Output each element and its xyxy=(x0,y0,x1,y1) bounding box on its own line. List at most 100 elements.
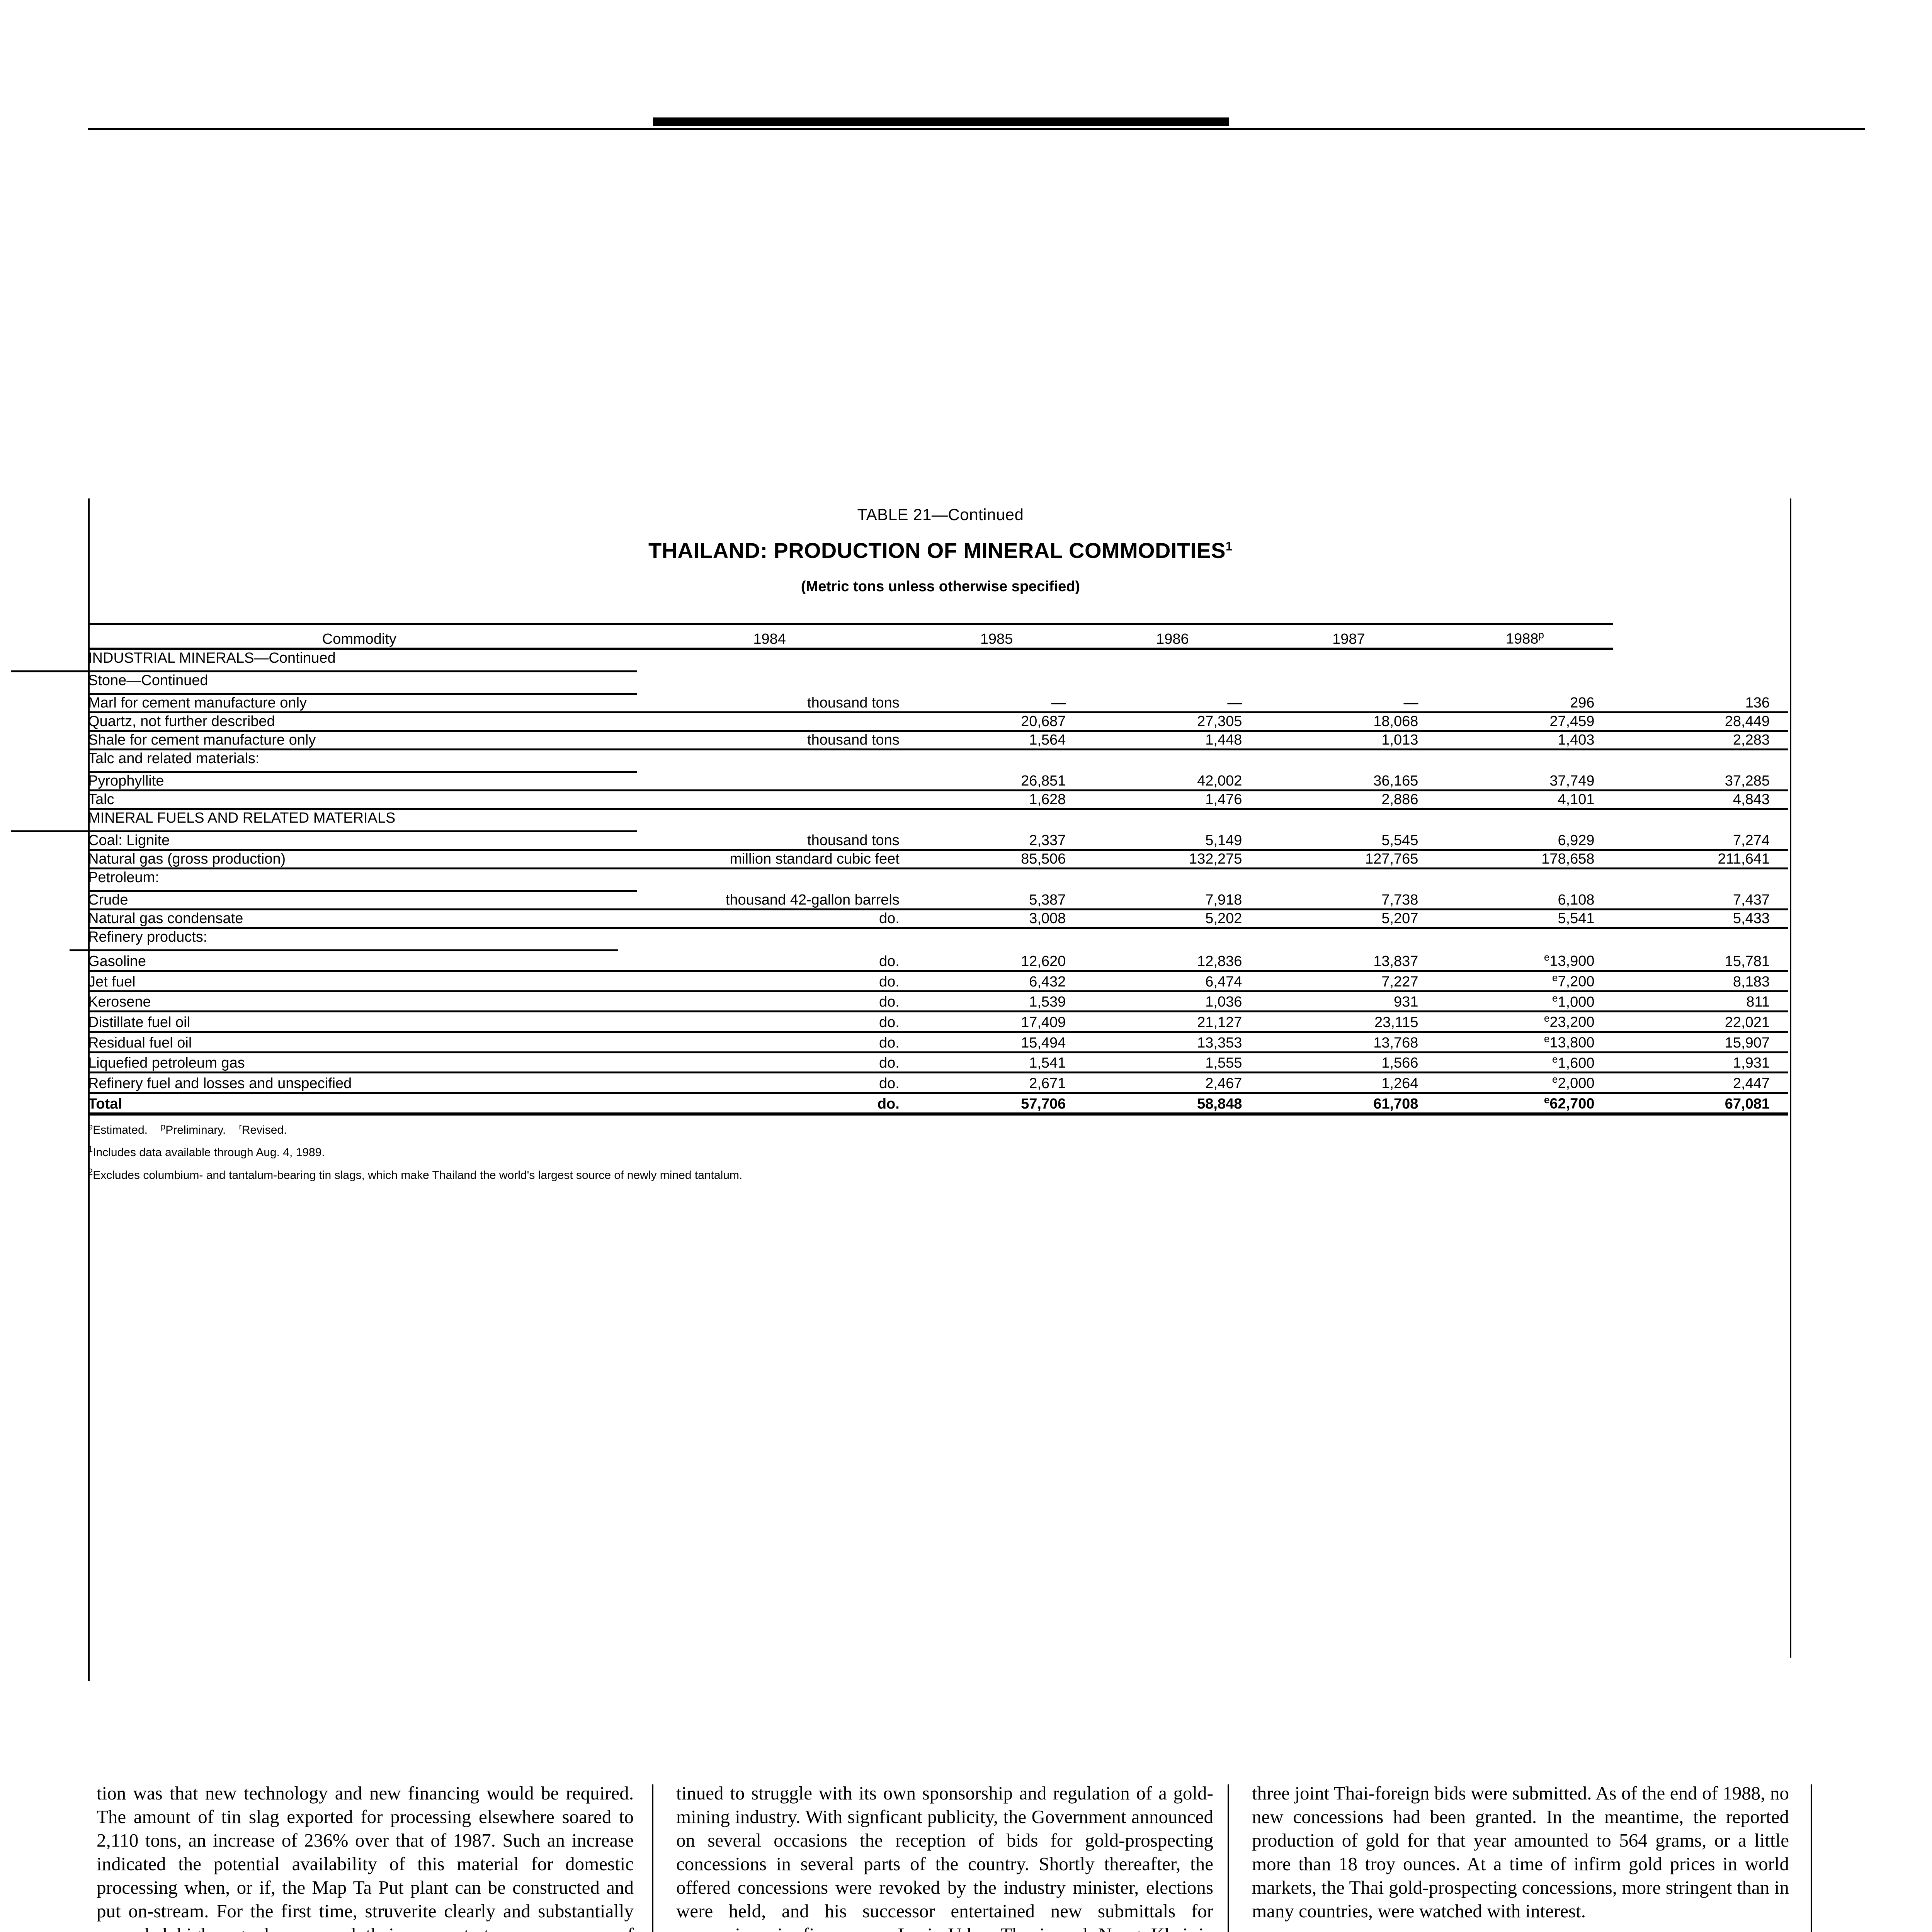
table-row: Distillate fuel oil do. 17,409 21,127 23… xyxy=(88,1012,1788,1031)
cell-1988: 211,641 xyxy=(1718,851,1770,867)
cell-1988: 136 xyxy=(1745,694,1770,711)
row-label: Total xyxy=(88,1095,122,1112)
footnote-preliminary: Preliminary. xyxy=(165,1123,226,1136)
table-row: Talc 1,628 1,476 2,886 4,101 4,843 xyxy=(88,790,1788,808)
cell-1986: 18,068 xyxy=(1373,713,1418,730)
cell-1988: 2,283 xyxy=(1733,731,1770,748)
cell-1986: 13,768 xyxy=(1373,1034,1418,1051)
cell-1988: 5,433 xyxy=(1733,910,1770,927)
row-unit xyxy=(631,712,909,730)
cell-1985: 6,474 xyxy=(1205,973,1242,990)
cell-1986: 36,165 xyxy=(1373,772,1418,789)
cell-1988: 37,285 xyxy=(1725,772,1770,789)
cell-1986: 23,115 xyxy=(1374,1014,1418,1031)
row-label: Coal: Lignite xyxy=(88,832,170,849)
table-row-total: Total do. 57,706 58,848 61,708 e62,700 6… xyxy=(88,1093,1788,1112)
cell-1984: 12,620 xyxy=(1021,953,1066,969)
paragraph: tinued to struggle with its own sponsors… xyxy=(676,1782,1213,1932)
column-header-1988-sup: p xyxy=(1538,629,1544,641)
cell-1985: 2,467 xyxy=(1205,1075,1242,1092)
column-header-1988-year: 1988 xyxy=(1505,631,1539,647)
cell-1988: 4,843 xyxy=(1733,791,1770,808)
masthead-rule-thick xyxy=(653,117,1229,126)
table-row: Marl for cement manufacture only thousan… xyxy=(88,695,1788,711)
cell-1987: 37,749 xyxy=(1549,772,1595,789)
cell-1985: 21,127 xyxy=(1197,1014,1242,1031)
section-header-fuels: MINERAL FUELS AND RELATED MATERIALS xyxy=(88,810,396,826)
table-row: Refinery fuel and losses and unspecified… xyxy=(88,1073,1788,1092)
production-table-block: TABLE 21—Continued THAILAND: PRODUCTION … xyxy=(11,498,1793,1184)
cell-1986: 13,837 xyxy=(1373,953,1418,969)
cell-1988: 22,021 xyxy=(1725,1014,1770,1031)
cell-1987: e2,000 xyxy=(1437,1073,1613,1092)
cell-1987: e13,800 xyxy=(1437,1032,1613,1051)
footnote-estimated: Estimated. xyxy=(93,1123,148,1136)
section-header-row: MINERAL FUELS AND RELATED MATERIALS xyxy=(11,809,1788,832)
cell-1985: 12,836 xyxy=(1197,953,1242,969)
table-row: Pyrophyllite 26,851 42,002 36,165 37,749… xyxy=(88,773,1788,789)
row-unit: do. xyxy=(879,953,900,969)
table-row: Shale for cement manufacture only thousa… xyxy=(88,731,1788,748)
footnote-2-text: Excludes columbium- and tantalum-bearing… xyxy=(93,1168,743,1182)
cell-1988: 2,447 xyxy=(1733,1075,1770,1092)
row-label: Natural gas (gross production) xyxy=(88,850,631,867)
table-row: Coal: Lignite thousand tons 2,337 5,149 … xyxy=(88,832,1788,849)
masthead-rule-thin xyxy=(88,128,1865,130)
table-title-footnote-ref: 1 xyxy=(1225,539,1233,553)
footnote-2: 2Excludes columbium- and tantalum-bearin… xyxy=(88,1166,1793,1184)
row-label: Quartz, not further described xyxy=(88,713,275,730)
group-header-row: Refinery products: xyxy=(70,928,1788,952)
cell-1987: e13,900 xyxy=(1437,951,1613,970)
table-title: THAILAND: PRODUCTION OF MINERAL COMMODIT… xyxy=(88,538,1793,563)
row-unit: thousand tons xyxy=(807,694,900,711)
estimated-marker: e xyxy=(1552,1053,1558,1065)
cell-1986: 5,545 xyxy=(1381,832,1418,849)
row-label: Distillate fuel oil xyxy=(88,1014,190,1031)
group-header-petroleum: Petroleum: xyxy=(88,869,159,886)
table-row: Natural gas condensate do. 3,008 5,202 5… xyxy=(88,910,1788,927)
section-rule xyxy=(11,830,637,832)
cell-1988: 28,449 xyxy=(1725,713,1770,730)
column-header-1984: 1984 xyxy=(630,629,909,650)
text-column-1: tion was that new technology and new fin… xyxy=(97,1781,634,1932)
row-label-natural-gas: Natural gas (gross production) xyxy=(88,850,286,867)
symbol-p: p xyxy=(160,1121,166,1131)
group-header-row: Petroleum: xyxy=(88,869,1788,892)
cell-1988: 7,437 xyxy=(1733,892,1770,908)
cell-1985: 1,555 xyxy=(1205,1055,1242,1071)
cell-1987-value: 62,700 xyxy=(1549,1095,1595,1112)
table-row: Residual fuel oil do. 15,494 13,353 13,7… xyxy=(88,1032,1788,1051)
cell-1984: 1,539 xyxy=(1029,994,1066,1010)
cell-1987: e1,600 xyxy=(1437,1052,1613,1071)
cell-1987: 178,658 xyxy=(1541,851,1595,867)
cell-1985: 5,202 xyxy=(1205,910,1242,927)
cell-1984: 15,494 xyxy=(1021,1034,1066,1051)
table-row: Gasoline do. 12,620 12,836 13,837 e13,90… xyxy=(88,951,1788,970)
row-unit: do. xyxy=(879,1075,900,1092)
cell-1986: 127,765 xyxy=(1365,851,1418,867)
cell-1984: 17,409 xyxy=(1021,1014,1066,1031)
footnote-revised: Revised. xyxy=(242,1123,287,1136)
footnote-1-text: Includes data available through Aug. 4, … xyxy=(93,1146,325,1159)
table-row: Jet fuel do. 6,432 6,474 7,227 e7,200 8,… xyxy=(88,971,1788,990)
cell-1987: 296 xyxy=(1570,694,1595,711)
group-rule xyxy=(88,692,637,695)
column-divider-3 xyxy=(1811,1784,1812,1932)
row-unit: do. xyxy=(879,1014,900,1031)
symbol-e: e xyxy=(88,1121,93,1131)
cell-1984: 26,851 xyxy=(1021,772,1066,789)
row-unit: do. xyxy=(879,994,900,1010)
row-label: Marl for cement manufacture only xyxy=(88,694,307,711)
group-header-talc: Talc and related materials: xyxy=(88,750,260,767)
cell-1988: 15,907 xyxy=(1725,1034,1770,1051)
table-row: Natural gas (gross production) million s… xyxy=(88,850,1788,867)
cell-1985: 1,476 xyxy=(1205,791,1242,808)
footnote-1: 1Includes data available through Aug. 4,… xyxy=(88,1143,1793,1161)
column-header-1985: 1985 xyxy=(908,629,1085,650)
row-label: Gasoline xyxy=(88,953,146,969)
cell-1984: — xyxy=(1051,694,1066,711)
estimated-marker: e xyxy=(1552,1073,1558,1085)
table-title-text: THAILAND: PRODUCTION OF MINERAL COMMODIT… xyxy=(648,538,1226,563)
cell-1986: 7,738 xyxy=(1381,892,1418,908)
table-row: Crude thousand 42-gallon barrels 5,387 7… xyxy=(88,892,1788,908)
